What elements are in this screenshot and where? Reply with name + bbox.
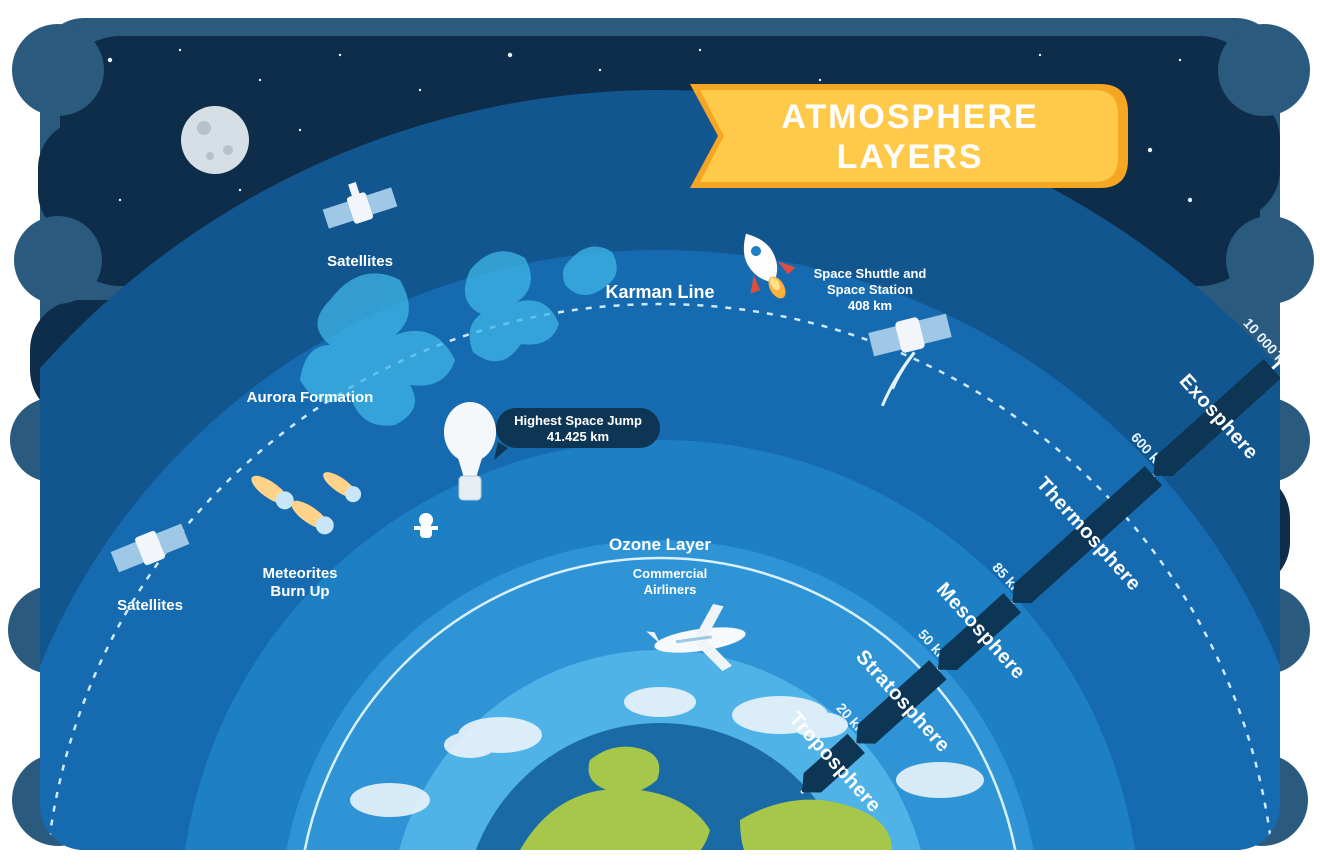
shuttle-label-3: 408 km: [848, 298, 892, 313]
satellite-top-label: Satellites: [327, 253, 393, 270]
title-badge: ATMOSPHERE LAYERS: [690, 84, 1128, 188]
ozone-layer-label: Ozone Layer: [609, 535, 711, 554]
title-line-2: LAYERS: [837, 138, 984, 176]
moon-icon: [181, 106, 249, 174]
atmosphere-svg: Troposphere20 kmStratosphere50 kmMesosph…: [0, 0, 1320, 867]
aurora-label: Aurora Formation: [247, 389, 374, 406]
airliner-label-2: Airliners: [644, 582, 697, 597]
shuttle-label-2: Space Station: [827, 282, 913, 297]
shuttle-label-1: Space Shuttle and: [814, 266, 927, 281]
title-line-1: ATMOSPHERE: [781, 98, 1038, 136]
meteorites-label-2: Burn Up: [270, 583, 329, 600]
meteorites-label-1: Meteorites: [262, 565, 337, 582]
svg-text:41.425 km: 41.425 km: [547, 429, 609, 444]
airliner-label-1: Commercial: [633, 566, 707, 581]
svg-text:Highest Space Jump: Highest Space Jump: [514, 413, 642, 428]
satellite-left-label: Satellites: [117, 597, 183, 614]
infographic-stage: Troposphere20 kmStratosphere50 kmMesosph…: [0, 0, 1320, 867]
karman-line-label: Karman Line: [605, 282, 714, 302]
